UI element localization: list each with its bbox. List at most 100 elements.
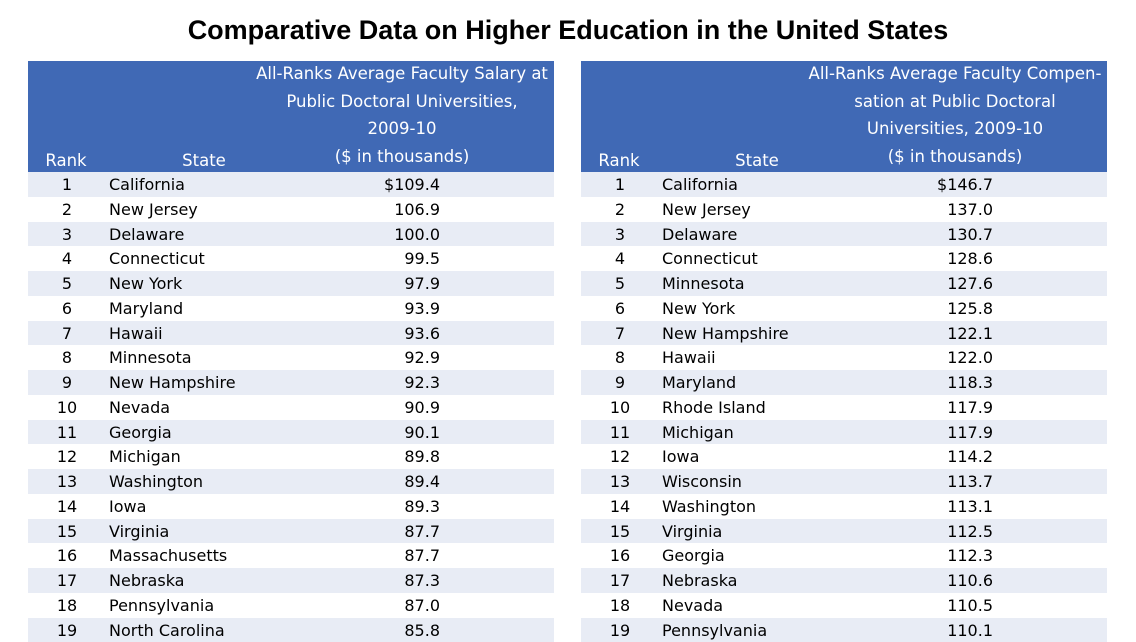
- value-cell: 130.7: [883, 225, 993, 244]
- rank-cell: 12: [581, 447, 659, 466]
- state-cell: New Jersey: [109, 200, 198, 219]
- value-cell: 89.4: [330, 472, 440, 491]
- state-cell: Pennsylvania: [109, 596, 214, 615]
- value-cell: $146.7: [883, 175, 993, 194]
- state-cell: Hawaii: [662, 348, 716, 367]
- value-cell: 122.0: [883, 348, 993, 367]
- rank-cell: 19: [28, 621, 106, 640]
- rank-cell: 1: [28, 175, 106, 194]
- rank-cell: 6: [28, 299, 106, 318]
- rank-cell: 4: [28, 249, 106, 268]
- rank-cell: 17: [28, 571, 106, 590]
- value-cell: 92.9: [330, 348, 440, 367]
- state-cell: Nebraska: [109, 571, 184, 590]
- state-cell: California: [109, 175, 185, 194]
- value-cell: 125.8: [883, 299, 993, 318]
- state-cell: Michigan: [662, 423, 734, 442]
- state-cell: Nevada: [662, 596, 723, 615]
- state-cell: California: [662, 175, 738, 194]
- state-cell: Massachusetts: [109, 546, 227, 565]
- value-cell: 99.5: [330, 249, 440, 268]
- state-cell: Delaware: [662, 225, 737, 244]
- state-cell: Nevada: [109, 398, 170, 417]
- header-line: ($ in thousands): [335, 143, 470, 171]
- rank-cell: 3: [581, 225, 659, 244]
- value-cell: 85.8: [330, 621, 440, 640]
- value-cell: 106.9: [330, 200, 440, 219]
- rank-cell: 10: [581, 398, 659, 417]
- state-cell: Iowa: [662, 447, 699, 466]
- state-cell: Georgia: [109, 423, 172, 442]
- state-cell: Georgia: [662, 546, 725, 565]
- value-cell: 113.7: [883, 472, 993, 491]
- header-line: All-Ranks Average Faculty Compen-: [809, 60, 1102, 88]
- state-cell: Nebraska: [662, 571, 737, 590]
- state-column-header: State: [134, 151, 274, 170]
- value-cell: 90.9: [330, 398, 440, 417]
- rank-cell: 4: [581, 249, 659, 268]
- header-line: 2009-10: [368, 115, 437, 143]
- rank-cell: 16: [581, 546, 659, 565]
- rank-cell: 18: [581, 596, 659, 615]
- state-cell: New Jersey: [662, 200, 751, 219]
- state-cell: Connecticut: [662, 249, 758, 268]
- value-cell: 87.0: [330, 596, 440, 615]
- state-cell: Iowa: [109, 497, 146, 516]
- state-cell: North Carolina: [109, 621, 225, 640]
- state-cell: Minnesota: [662, 274, 745, 293]
- rank-cell: 9: [28, 373, 106, 392]
- value-cell: 117.9: [883, 423, 993, 442]
- page-title: Comparative Data on Higher Education in …: [0, 15, 1136, 46]
- rank-cell: 16: [28, 546, 106, 565]
- state-cell: Maryland: [109, 299, 183, 318]
- rank-cell: 13: [581, 472, 659, 491]
- rank-cell: 5: [581, 274, 659, 293]
- state-cell: Maryland: [662, 373, 736, 392]
- header-line: Public Doctoral Universities,: [286, 88, 517, 116]
- value-cell: 110.1: [883, 621, 993, 640]
- rank-cell: 2: [581, 200, 659, 219]
- value-cell: $109.4: [330, 175, 440, 194]
- header-line: All-Ranks Average Faculty Salary at: [256, 60, 548, 88]
- rank-cell: 14: [581, 497, 659, 516]
- value-cell: 110.5: [883, 596, 993, 615]
- value-cell: 112.3: [883, 546, 993, 565]
- state-cell: Hawaii: [109, 324, 163, 343]
- rank-cell: 7: [28, 324, 106, 343]
- salary-table-header: Rank State All-Ranks Average Faculty Sal…: [28, 61, 554, 172]
- state-cell: New Hampshire: [662, 324, 789, 343]
- state-cell: New York: [662, 299, 735, 318]
- state-column-header: State: [687, 151, 827, 170]
- state-cell: Wisconsin: [662, 472, 742, 491]
- salary-table: Rank State All-Ranks Average Faculty Sal…: [28, 61, 554, 642]
- value-cell: 127.6: [883, 274, 993, 293]
- header-line: ($ in thousands): [888, 143, 1023, 171]
- compensation-column-header: All-Ranks Average Faculty Compen- sation…: [807, 65, 1103, 170]
- rank-cell: 15: [28, 522, 106, 541]
- rank-column-header: Rank: [28, 151, 104, 170]
- state-cell: Delaware: [109, 225, 184, 244]
- rank-column-header: Rank: [581, 151, 657, 170]
